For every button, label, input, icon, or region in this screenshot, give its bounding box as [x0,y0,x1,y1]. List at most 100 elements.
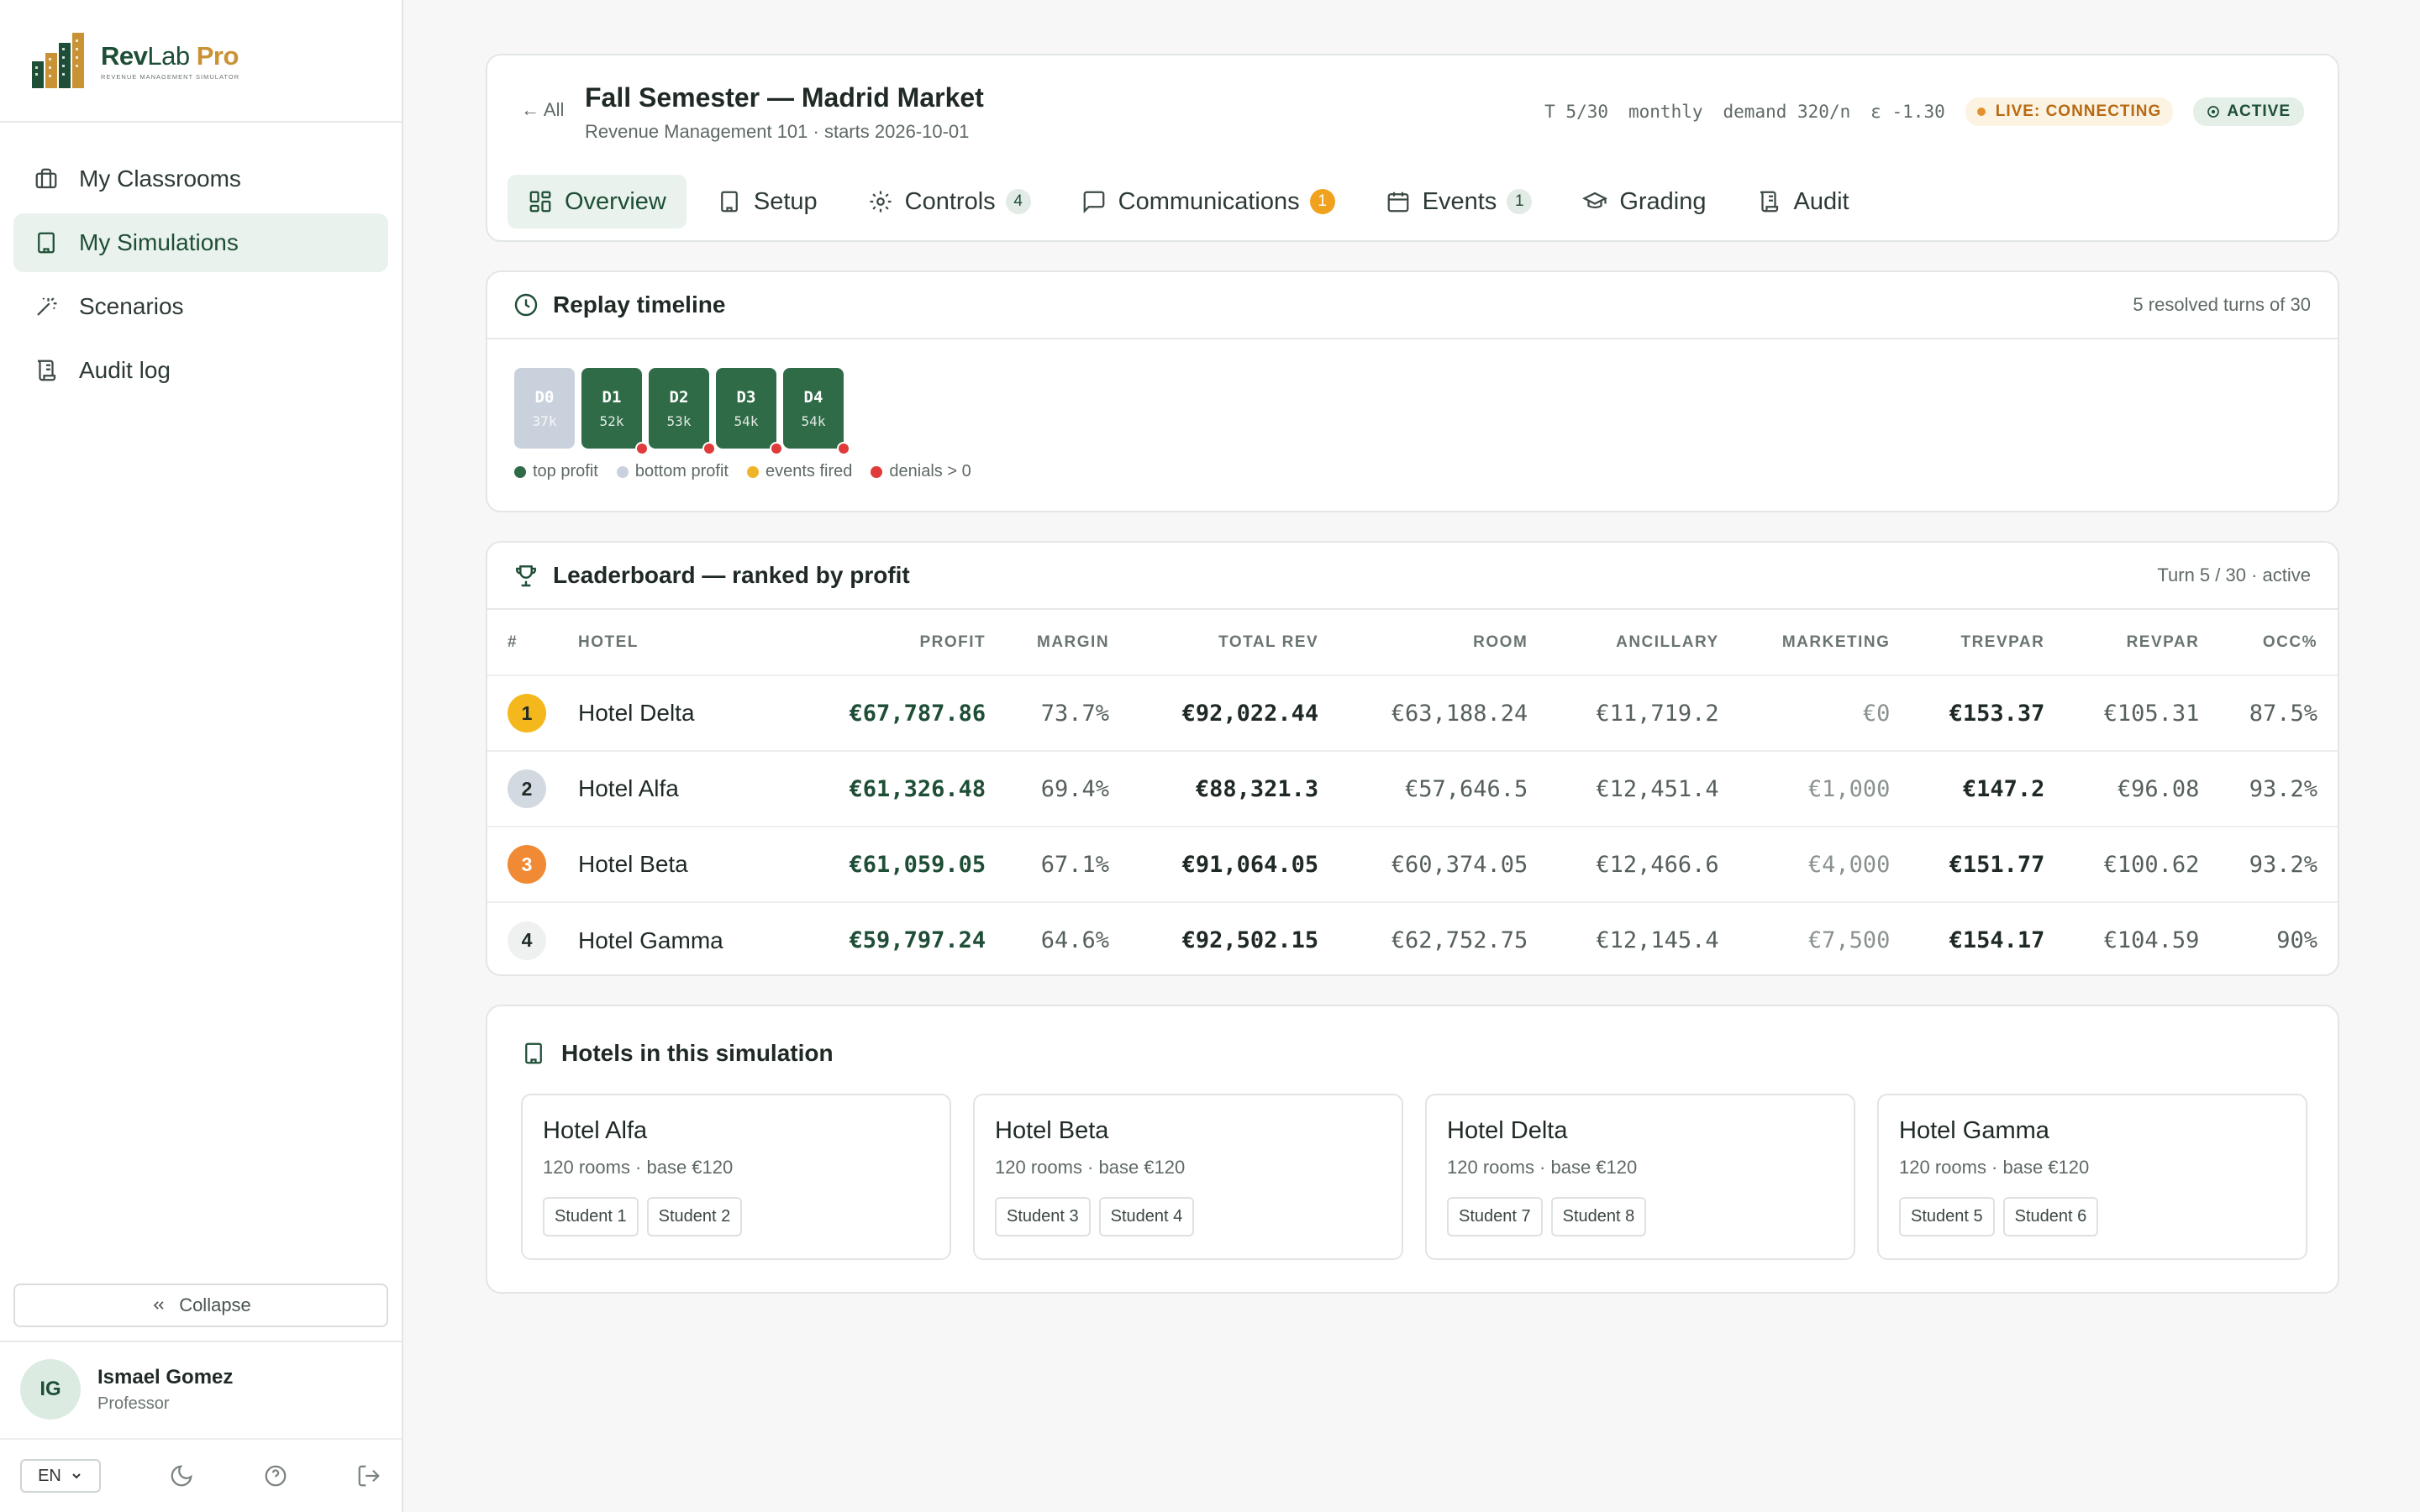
hotel-card-spec: 120 rooms · base €120 [1899,1157,2090,1178]
tab-badge: 1 [1309,189,1335,214]
chevrons-left-icon [154,1301,164,1310]
replay-summary: 5 resolved turns of 30 [2133,294,2311,315]
wand-icon [37,297,57,316]
legend-item: events fired [747,462,852,481]
trevpar-cell: €153.37 [1910,675,2065,751]
student-chip[interactable]: Student 7 [1447,1197,1543,1236]
ancillary-cell: €12,145.4 [1548,901,1739,978]
rank-badge: 3 [508,845,546,884]
tab-audit[interactable]: Audit [1736,175,1869,228]
tab-badge: 4 [1005,189,1031,214]
marketing-cell: €7,500 [1739,901,1911,978]
tab-communications[interactable]: Communications 1 [1061,175,1355,228]
hotel-card-name: Hotel Beta [995,1117,1109,1144]
turn-tile[interactable]: D1 52k [581,368,649,455]
tab-setup[interactable]: Setup [697,175,838,228]
column-header[interactable]: TOTAL REV [1218,633,1319,651]
table-row[interactable]: 4 Hotel Gamma €59,797.24 64.6% €92,502.1… [487,901,2338,978]
total-rev-cell: €92,022.44 [1129,675,1339,751]
leaderboard-header: Leaderboard — ranked by profit Turn 5 / … [487,543,2338,610]
building-icon [38,232,55,254]
status-dot-icon [1976,108,1986,116]
language-select[interactable]: EN [20,1459,101,1493]
user-profile[interactable]: IG Ismael Gomez Professor [0,1341,402,1436]
nav-item-my-classrooms[interactable]: My Classrooms [13,150,388,208]
column-header[interactable]: ANCILLARY [1616,633,1719,651]
total-rev-cell: €88,321.3 [1129,750,1339,827]
page-title: Fall Semester — Madrid Market [585,82,984,113]
tab-events[interactable]: Events 1 [1365,175,1553,228]
hotel-card[interactable]: Hotel Beta 120 rooms · base €120 Student… [973,1094,1403,1260]
column-header[interactable]: REVPAR [2126,633,2200,651]
student-chip[interactable]: Student 2 [646,1197,743,1236]
column-header[interactable]: # [508,633,518,651]
trevpar-cell: €154.17 [1910,901,2065,978]
nav-item-label: My Classrooms [79,165,241,192]
nav-item-my-simulations[interactable]: My Simulations [13,213,388,272]
hotel-card[interactable]: Hotel Alfa 120 rooms · base €120 Student… [521,1094,951,1260]
turn-tile[interactable]: D3 54k [716,368,783,455]
profit-cell: €61,059.05 [797,826,1007,902]
trevpar-cell: €151.77 [1910,826,2065,902]
column-header[interactable]: OCC% [2262,633,2317,651]
hotel-name: Hotel Beta [578,826,797,902]
circle-dot-icon [2207,106,2220,118]
turn-tile[interactable]: D0 37k [514,368,575,449]
student-chip[interactable]: Student 1 [543,1197,639,1236]
legend-dot-icon [871,465,883,478]
hotel-card-name: Hotel Gamma [1899,1117,2049,1144]
margin-cell: 64.6% [1006,901,1130,978]
collapse-button[interactable]: Collapse [13,1284,388,1327]
hotel-card[interactable]: Hotel Delta 120 rooms · base €120 Studen… [1425,1094,1855,1260]
student-chip[interactable]: Student 3 [995,1197,1091,1236]
student-chip[interactable]: Student 8 [1550,1197,1647,1236]
tab-grading[interactable]: Grading [1562,175,1726,228]
tab-overview[interactable]: Overview [508,175,687,228]
hotel-card[interactable]: Hotel Gamma 120 rooms · base €120 Studen… [1877,1094,2307,1260]
nav-item-scenarios[interactable]: Scenarios [13,277,388,336]
leaderboard-title: Leaderboard — ranked by profit [553,562,910,588]
ancillary-cell: €12,466.6 [1548,826,1739,902]
column-header[interactable]: PROFIT [919,633,986,651]
hotel-name: Hotel Alfa [578,750,797,827]
table-row[interactable]: 3 Hotel Beta €61,059.05 67.1% €91,064.05… [487,826,2338,902]
brand-logo[interactable]: RevLab Pro REVENUE MANAGEMENT SIMULATOR [0,0,402,123]
building-icon [720,191,738,213]
student-chip[interactable]: Student 5 [1899,1197,1995,1236]
tab-badge: 1 [1507,189,1533,214]
column-header[interactable]: HOTEL [578,633,639,651]
status-badge: ACTIVE [2193,97,2304,126]
column-header[interactable]: MARGIN [1037,633,1110,651]
leaderboard-table: # HOTEL PROFIT MARGIN TOTAL REV ROOM ANC… [487,610,2338,978]
turn-counter: T 5/30 [1544,102,1608,122]
chevron-down-icon [72,1473,81,1479]
table-row[interactable]: 2 Hotel Alfa €61,326.48 69.4% €88,321.3 … [487,750,2338,827]
nav-item-label: My Simulations [79,229,239,255]
column-header[interactable]: TREVPAR [1960,633,2045,651]
student-chip[interactable]: Student 6 [2002,1197,2099,1236]
turn-tile[interactable]: D4 54k [783,368,850,455]
moon-icon[interactable] [169,1463,194,1488]
help-icon[interactable] [263,1463,288,1488]
student-chip[interactable]: Student 4 [1098,1197,1195,1236]
simulation-header: ← All Fall Semester — Madrid Market Reve… [486,54,2339,242]
table-row[interactable]: 1 Hotel Delta €67,787.86 73.7% €92,022.4… [487,675,2338,751]
marketing-cell: €0 [1739,675,1911,751]
margin-cell: 73.7% [1006,675,1130,751]
logout-icon[interactable] [356,1463,381,1488]
column-header[interactable]: ROOM [1473,633,1528,651]
turn-tile[interactable]: D2 53k [649,368,716,455]
main-nav: My Classrooms My Simulations Scenarios A… [0,123,402,400]
clock-icon [514,293,538,317]
denials-dot-icon [837,442,850,455]
column-header[interactable]: MARKETING [1781,633,1891,651]
tab-controls[interactable]: Controls 4 [848,175,1051,228]
building-icon [525,1042,542,1064]
back-link[interactable]: ← All [521,99,565,120]
denials-dot-icon [770,442,783,455]
denials-dot-icon [702,442,716,455]
demand: demand 320/n [1723,102,1851,122]
logo-buildings-icon [32,33,84,88]
nav-item-audit-log[interactable]: Audit log [13,341,388,400]
legend-item: bottom profit [616,462,729,481]
